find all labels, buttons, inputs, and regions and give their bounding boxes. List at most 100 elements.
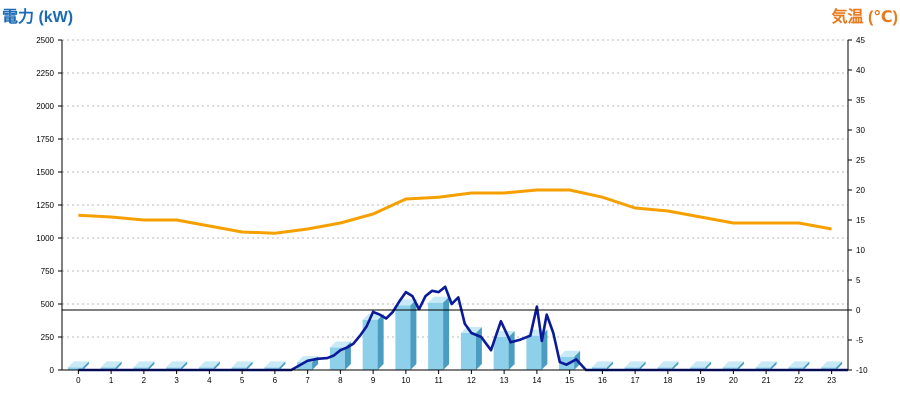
x-tick-label: 9 — [371, 376, 376, 385]
right-tick-label: -10 — [856, 366, 868, 375]
power-bar-side — [443, 296, 450, 370]
gridlines — [62, 39, 848, 338]
power-bar — [100, 367, 116, 370]
x-tick-label: 4 — [207, 376, 212, 385]
right-tick-label: 10 — [856, 246, 865, 255]
power-bar — [591, 367, 607, 370]
right-axis-title: 気温 (℃) — [832, 7, 898, 26]
x-tick-label: 14 — [532, 376, 541, 385]
power-bar-side — [803, 361, 810, 370]
power-bar-top — [788, 361, 810, 368]
power-bar — [198, 367, 214, 370]
power-bar-top — [657, 361, 679, 368]
power-bar-side — [705, 361, 712, 370]
power-bar-top — [460, 327, 482, 334]
power-bar-side — [639, 361, 646, 370]
x-tick-label: 18 — [663, 376, 672, 385]
x-tick-label: 3 — [174, 376, 179, 385]
power-bar-side — [737, 361, 744, 370]
left-tick-label: 1000 — [36, 234, 54, 243]
power-bar-side — [246, 361, 253, 370]
right-tick-label: 35 — [856, 96, 865, 105]
x-tick-label: 1 — [109, 376, 114, 385]
power-bar-side — [836, 361, 843, 370]
power-bar-top — [264, 361, 286, 368]
x-tick-label: 7 — [305, 376, 310, 385]
left-tick-label: 2000 — [36, 102, 54, 111]
power-bar-side — [115, 361, 122, 370]
power-bar-top — [591, 361, 613, 368]
power-bar-top — [722, 361, 744, 368]
left-tick-label: 1250 — [36, 201, 54, 210]
axes: 02505007501000125015001750200022502500-1… — [36, 36, 868, 385]
power-bar — [690, 367, 706, 370]
power-bar — [755, 367, 771, 370]
right-tick-label: 0 — [856, 306, 861, 315]
power-bar-top — [166, 361, 188, 368]
x-tick-label: 0 — [76, 376, 81, 385]
power-bar-top — [133, 361, 155, 368]
left-tick-label: 250 — [41, 333, 55, 342]
right-tick-label: 20 — [856, 186, 865, 195]
power-bar-side — [672, 361, 679, 370]
power-bar — [297, 362, 313, 370]
power-bar-top — [690, 361, 712, 368]
power-bar-top — [755, 361, 777, 368]
x-tick-label: 15 — [565, 376, 574, 385]
power-bar-side — [82, 361, 89, 370]
right-tick-label: 15 — [856, 216, 865, 225]
left-tick-label: 750 — [41, 267, 55, 276]
power-bar-side — [475, 327, 482, 370]
right-tick-label: 25 — [856, 156, 865, 165]
power-bar-side — [606, 361, 613, 370]
power-bar-side — [148, 361, 155, 370]
x-tick-label: 2 — [142, 376, 147, 385]
right-tick-label: 30 — [856, 126, 865, 135]
left-tick-label: 2250 — [36, 69, 54, 78]
power-bar — [166, 367, 182, 370]
x-tick-label: 5 — [240, 376, 245, 385]
power-bar — [264, 367, 280, 370]
power-bar — [526, 335, 542, 370]
power-bar — [428, 302, 444, 370]
right-tick-label: 5 — [856, 276, 861, 285]
power-bar — [722, 367, 738, 370]
left-tick-label: 1750 — [36, 135, 54, 144]
power-bar-side — [410, 299, 417, 370]
power-line — [78, 285, 848, 372]
right-tick-label: 40 — [856, 66, 865, 75]
power-bar-side — [181, 361, 188, 370]
power-bar-top — [329, 341, 351, 348]
x-tick-label: 10 — [401, 376, 410, 385]
power-bar-side — [377, 313, 384, 370]
power-bar-top — [821, 361, 843, 368]
power-bar-side — [279, 361, 286, 370]
power-bar — [395, 305, 411, 370]
power-bar — [460, 333, 476, 370]
x-tick-label: 6 — [273, 376, 278, 385]
power-bar — [493, 337, 509, 370]
power-bar — [821, 367, 837, 370]
power-bar — [362, 319, 378, 370]
power-bar — [67, 367, 83, 370]
left-tick-label: 0 — [50, 366, 55, 375]
x-tick-label: 19 — [696, 376, 705, 385]
power-bar-top — [198, 361, 220, 368]
power-bar — [329, 347, 345, 370]
power-bar-top — [231, 361, 253, 368]
x-tick-label: 12 — [467, 376, 476, 385]
x-tick-label: 13 — [500, 376, 509, 385]
temperature-line — [78, 188, 832, 235]
right-tick-label: 45 — [856, 36, 865, 45]
power-bar-side — [770, 361, 777, 370]
x-tick-label: 8 — [338, 376, 343, 385]
power-bar-top — [100, 361, 122, 368]
power-bars — [67, 296, 843, 370]
x-tick-label: 22 — [794, 376, 803, 385]
left-axis-title: 電力 (kW) — [2, 7, 73, 26]
power-bar — [657, 367, 673, 370]
power-bar-top — [624, 361, 646, 368]
power-bar-top — [559, 350, 581, 357]
left-tick-label: 1500 — [36, 168, 54, 177]
